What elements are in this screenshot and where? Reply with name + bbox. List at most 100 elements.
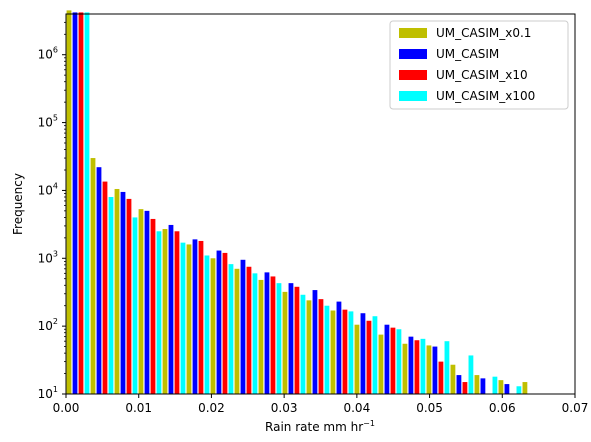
y-tick-label: 102	[38, 317, 58, 333]
x-tick-label: 0.03	[271, 401, 298, 415]
bar	[186, 244, 192, 394]
bar	[126, 198, 132, 394]
bar	[162, 229, 168, 394]
bar	[330, 310, 336, 394]
bar	[522, 382, 528, 394]
bar	[234, 268, 240, 394]
bar	[222, 252, 228, 394]
x-tick-label: 0.00	[53, 401, 80, 415]
bar	[468, 355, 474, 394]
bar	[240, 259, 246, 394]
x-tick-label: 0.06	[489, 401, 516, 415]
y-tick-label: 101	[38, 385, 58, 401]
bar	[84, 12, 90, 395]
bar	[102, 181, 108, 394]
bar	[174, 231, 180, 394]
bar	[408, 336, 414, 394]
bar	[348, 311, 354, 394]
x-tick-label: 0.02	[198, 401, 225, 415]
bar	[480, 378, 486, 394]
bar	[180, 242, 186, 394]
y-tick-label: 104	[38, 181, 58, 197]
bar	[414, 340, 420, 394]
bar	[492, 376, 498, 394]
y-tick-label: 106	[38, 46, 58, 62]
bar	[420, 338, 426, 394]
bar	[168, 224, 174, 394]
legend-swatch	[399, 91, 427, 101]
legend-label: UM_CASIM	[436, 47, 499, 61]
bars-layer	[66, 10, 528, 395]
bar	[438, 361, 444, 394]
bar	[156, 231, 162, 394]
bar	[366, 320, 372, 394]
bar	[426, 345, 432, 394]
y-axis: 101 102 103 104 105 106	[38, 21, 66, 401]
bar	[444, 341, 450, 394]
bar	[66, 10, 72, 394]
bar	[312, 290, 318, 394]
bar	[198, 240, 204, 394]
bar	[306, 300, 312, 394]
bar	[498, 380, 504, 394]
bar	[138, 209, 144, 394]
bar	[192, 239, 198, 394]
bar	[318, 299, 324, 394]
legend-box	[389, 20, 569, 110]
bar	[276, 283, 282, 394]
bar	[114, 188, 120, 394]
x-tick-label: 0.07	[562, 401, 589, 415]
x-tick-label: 0.04	[343, 401, 370, 415]
bar	[294, 286, 300, 394]
bar	[204, 255, 210, 394]
x-axis: 0.00 0.01 0.02 0.03 0.04 0.05 0.06 0.07	[53, 394, 589, 415]
bar	[282, 291, 288, 394]
plot-frame	[65, 13, 576, 395]
bar	[504, 384, 510, 394]
bar	[258, 279, 264, 394]
bar	[402, 343, 408, 394]
bar	[210, 258, 216, 394]
bar	[384, 324, 390, 394]
bar	[150, 218, 156, 394]
bar	[288, 283, 294, 394]
bar	[144, 210, 150, 394]
bar	[462, 382, 468, 394]
bar	[246, 266, 252, 394]
bar	[90, 158, 96, 394]
bar	[456, 375, 462, 394]
legend: UM_CASIM_x0.1 UM_CASIM UM_CASIM_x10 UM_CASI…	[389, 20, 569, 110]
bar	[474, 375, 480, 394]
bar	[216, 250, 222, 394]
bar	[396, 329, 402, 394]
bar	[372, 316, 378, 394]
bar	[432, 346, 438, 394]
legend-label: UM_CASIM_x10	[436, 68, 528, 82]
legend-swatch	[399, 49, 427, 59]
bar	[108, 197, 114, 394]
bar	[450, 364, 456, 394]
x-axis-label: Rain rate mm hr−1	[265, 419, 375, 434]
legend-swatch	[399, 28, 427, 38]
bar	[264, 272, 270, 394]
x-tick-label: 0.01	[125, 401, 152, 415]
bar	[324, 305, 330, 394]
legend-label: UM_CASIM_x0.1	[436, 26, 531, 40]
bar	[78, 12, 84, 395]
bar	[300, 294, 306, 394]
x-tick-label: 0.05	[416, 401, 443, 415]
bar	[360, 313, 366, 394]
bar	[252, 273, 258, 394]
bar	[390, 327, 396, 394]
y-tick-label: 103	[38, 249, 58, 265]
legend-swatch	[399, 70, 427, 80]
legend-label: UM_CASIM_x100	[436, 89, 535, 103]
bar	[96, 167, 102, 394]
bar	[516, 386, 522, 394]
bar	[342, 309, 348, 394]
bar	[270, 276, 276, 394]
bar	[378, 334, 384, 394]
bar	[132, 217, 138, 394]
bar	[336, 301, 342, 394]
